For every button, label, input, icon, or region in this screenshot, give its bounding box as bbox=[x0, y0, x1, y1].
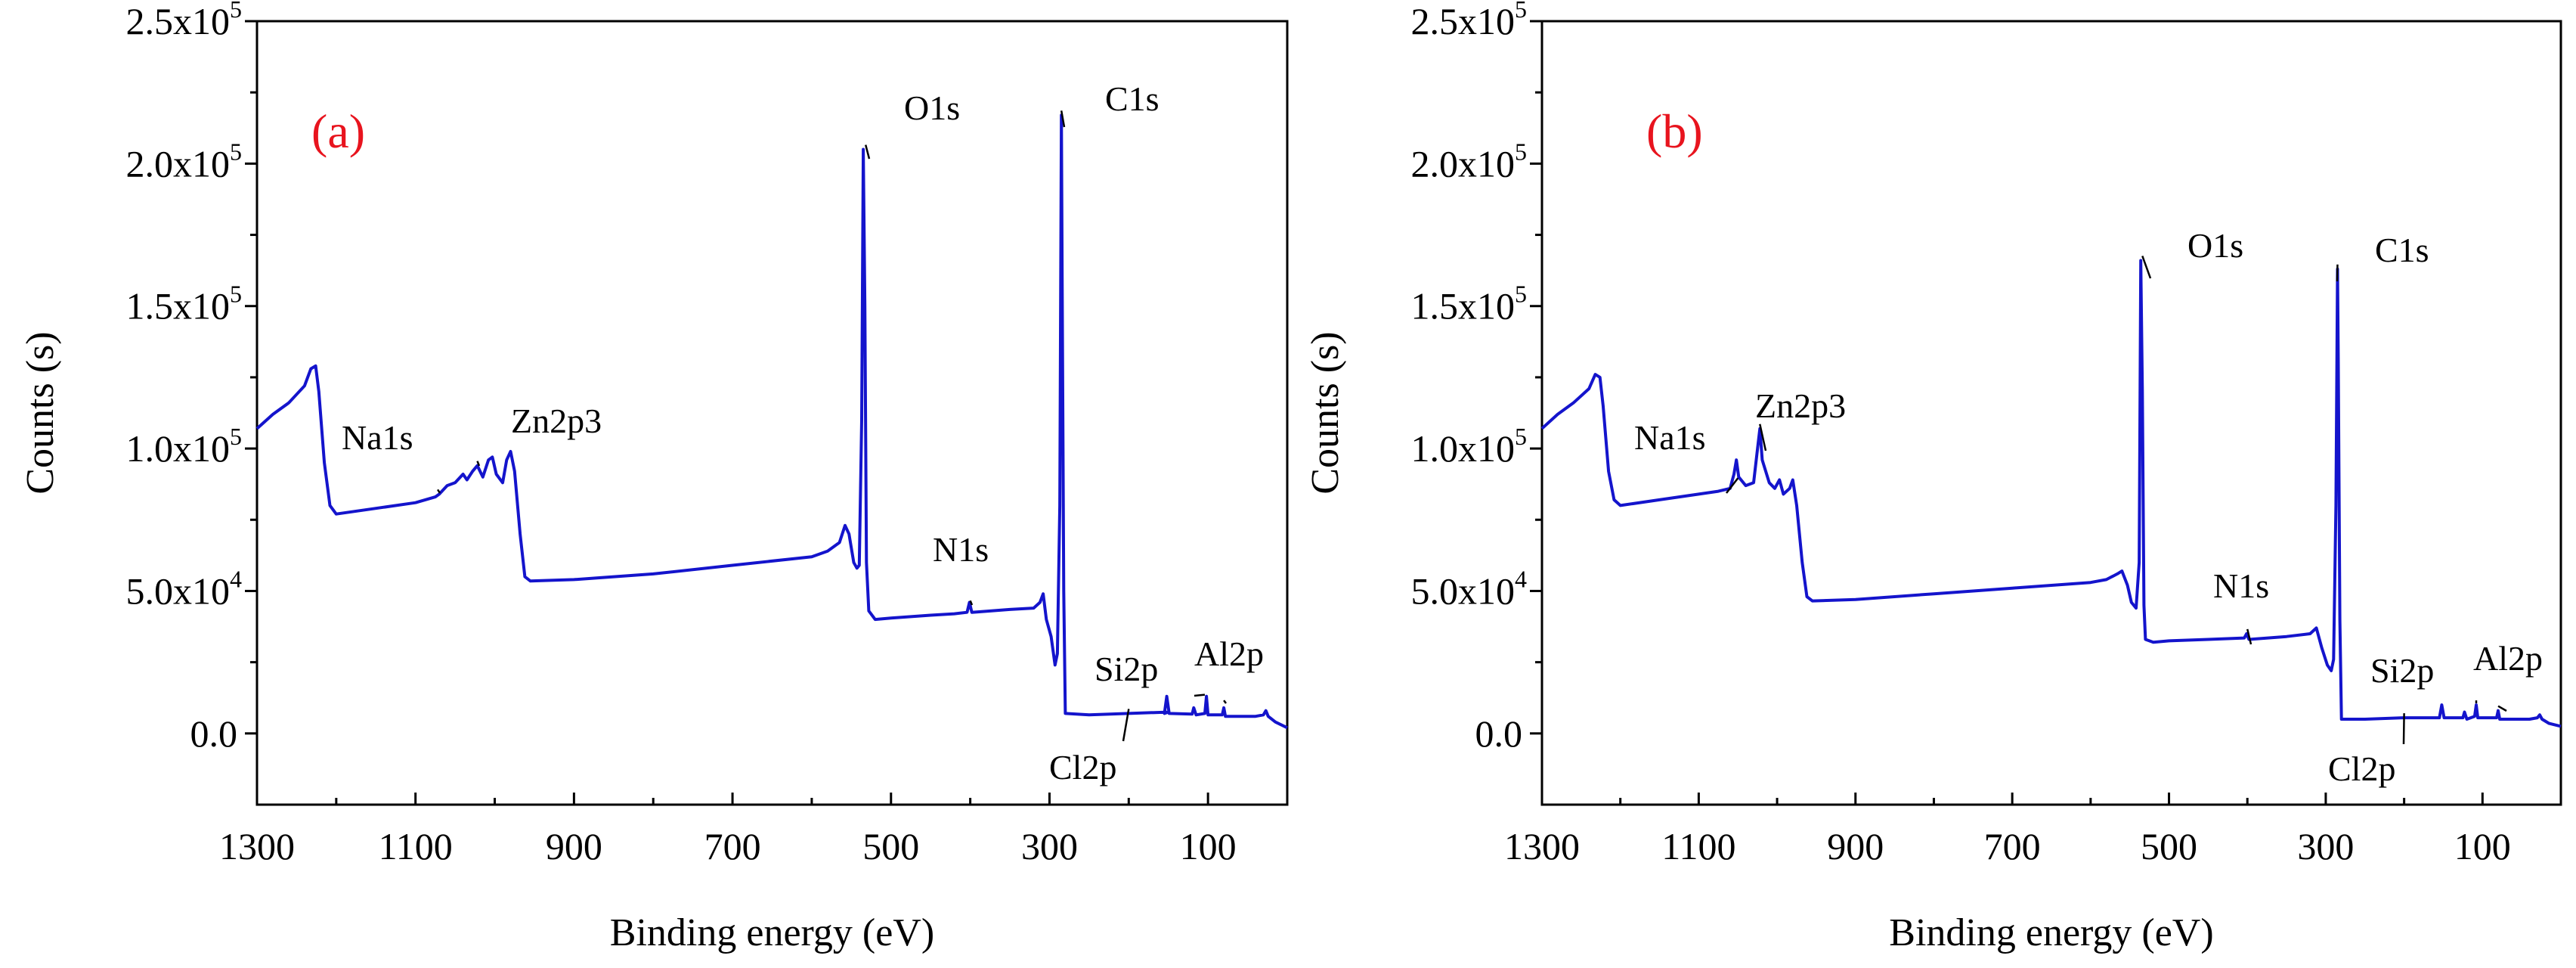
annotation-leader bbox=[969, 600, 974, 606]
annotation-leader bbox=[1223, 700, 1228, 704]
x-tick-label: 100 bbox=[2454, 825, 2511, 867]
y-tick-label: 1.5x105 bbox=[126, 281, 243, 327]
peak-label: N1s bbox=[933, 530, 989, 569]
x-tick-label: 700 bbox=[1984, 825, 2041, 867]
y-tick-label: 2.5x105 bbox=[1411, 0, 1528, 42]
annotation-leader bbox=[1060, 110, 1066, 128]
peak-label: Al2p bbox=[2473, 639, 2543, 678]
panel-label: (b) bbox=[1646, 104, 1703, 158]
annotation-leader bbox=[2497, 705, 2507, 712]
annotation-leader bbox=[2246, 628, 2252, 645]
y-axis-title: Counts (s) bbox=[19, 331, 62, 494]
x-tick-label: 300 bbox=[2297, 825, 2354, 867]
y-tick-label: 1.5x105 bbox=[1411, 281, 1528, 327]
peak-label: O1s bbox=[2187, 226, 2243, 265]
peak-label: N1s bbox=[2213, 566, 2269, 605]
peak-label: Na1s bbox=[342, 418, 413, 457]
panel-label: (a) bbox=[311, 104, 365, 158]
peak-label: O1s bbox=[904, 88, 960, 127]
y-axis-title: Counts (s) bbox=[1304, 331, 1347, 494]
annotation-leader bbox=[1726, 477, 1739, 494]
x-tick-label: 900 bbox=[546, 825, 602, 867]
annotation-leader bbox=[1122, 709, 1130, 742]
annotation-leader bbox=[865, 144, 871, 160]
annotation-leader bbox=[436, 489, 441, 494]
peak-label: Zn2p3 bbox=[1755, 386, 1846, 425]
y-tick-label: 1.0x105 bbox=[126, 423, 243, 470]
y-tick-label: 0.0 bbox=[1475, 712, 1523, 755]
annotation-leader bbox=[1194, 693, 1206, 697]
y-tick-label: 5.0x104 bbox=[1411, 565, 1528, 612]
peak-label: Zn2p3 bbox=[511, 402, 602, 440]
y-tick-label: 0.0 bbox=[190, 712, 238, 755]
x-tick-label: 1300 bbox=[1504, 825, 1580, 867]
chart-panel-b: 1300 1100 900 700 500 300 100 0.0 5.0x104 1.0x105… bbox=[1304, 0, 2562, 954]
series-line bbox=[255, 113, 1288, 730]
peak-label: Al2p bbox=[1194, 634, 1264, 673]
plot-frame bbox=[1540, 20, 2562, 806]
peak-label: C1s bbox=[1105, 79, 1160, 118]
annotation-leader bbox=[2141, 256, 2152, 279]
x-tick-label: 900 bbox=[1827, 825, 1884, 867]
x-tick-label: 100 bbox=[1180, 825, 1237, 867]
annotation-leader bbox=[1759, 424, 1767, 451]
x-tick-label: 700 bbox=[704, 825, 761, 867]
peak-label: Si2p bbox=[2370, 651, 2434, 690]
plot-frame bbox=[255, 20, 1289, 806]
chart-panel-a: 1300 1100 900 700 500 300 100 0.0 5.0x104 1.0x105… bbox=[19, 0, 1289, 954]
peak-label: Cl2p bbox=[2328, 749, 2395, 788]
x-tick-label: 500 bbox=[862, 825, 919, 867]
x-tick-label: 1100 bbox=[1661, 825, 1735, 867]
y-tick-label: 5.0x104 bbox=[126, 565, 243, 612]
peak-label: Na1s bbox=[1634, 418, 1706, 457]
x-tick-label: 300 bbox=[1021, 825, 1078, 867]
annotation-leader bbox=[476, 461, 481, 467]
y-tick-label: 1.0x105 bbox=[1411, 423, 1528, 470]
x-tick-label: 1100 bbox=[379, 825, 453, 867]
series-line bbox=[1540, 259, 2562, 728]
x-tick-label: 500 bbox=[2141, 825, 2197, 867]
peak-label: Cl2p bbox=[1049, 748, 1116, 786]
x-axis-title: Binding energy (eV) bbox=[610, 911, 934, 954]
y-tick-label: 2.0x105 bbox=[126, 138, 243, 185]
x-tick-label: 1300 bbox=[219, 825, 295, 867]
x-axis-title: Binding energy (eV) bbox=[1889, 911, 2213, 954]
y-tick-label: 2.0x105 bbox=[1411, 138, 1528, 185]
peak-label: Si2p bbox=[1094, 650, 1158, 688]
y-tick-label: 2.5x105 bbox=[126, 0, 243, 42]
peak-label: C1s bbox=[2375, 231, 2429, 269]
